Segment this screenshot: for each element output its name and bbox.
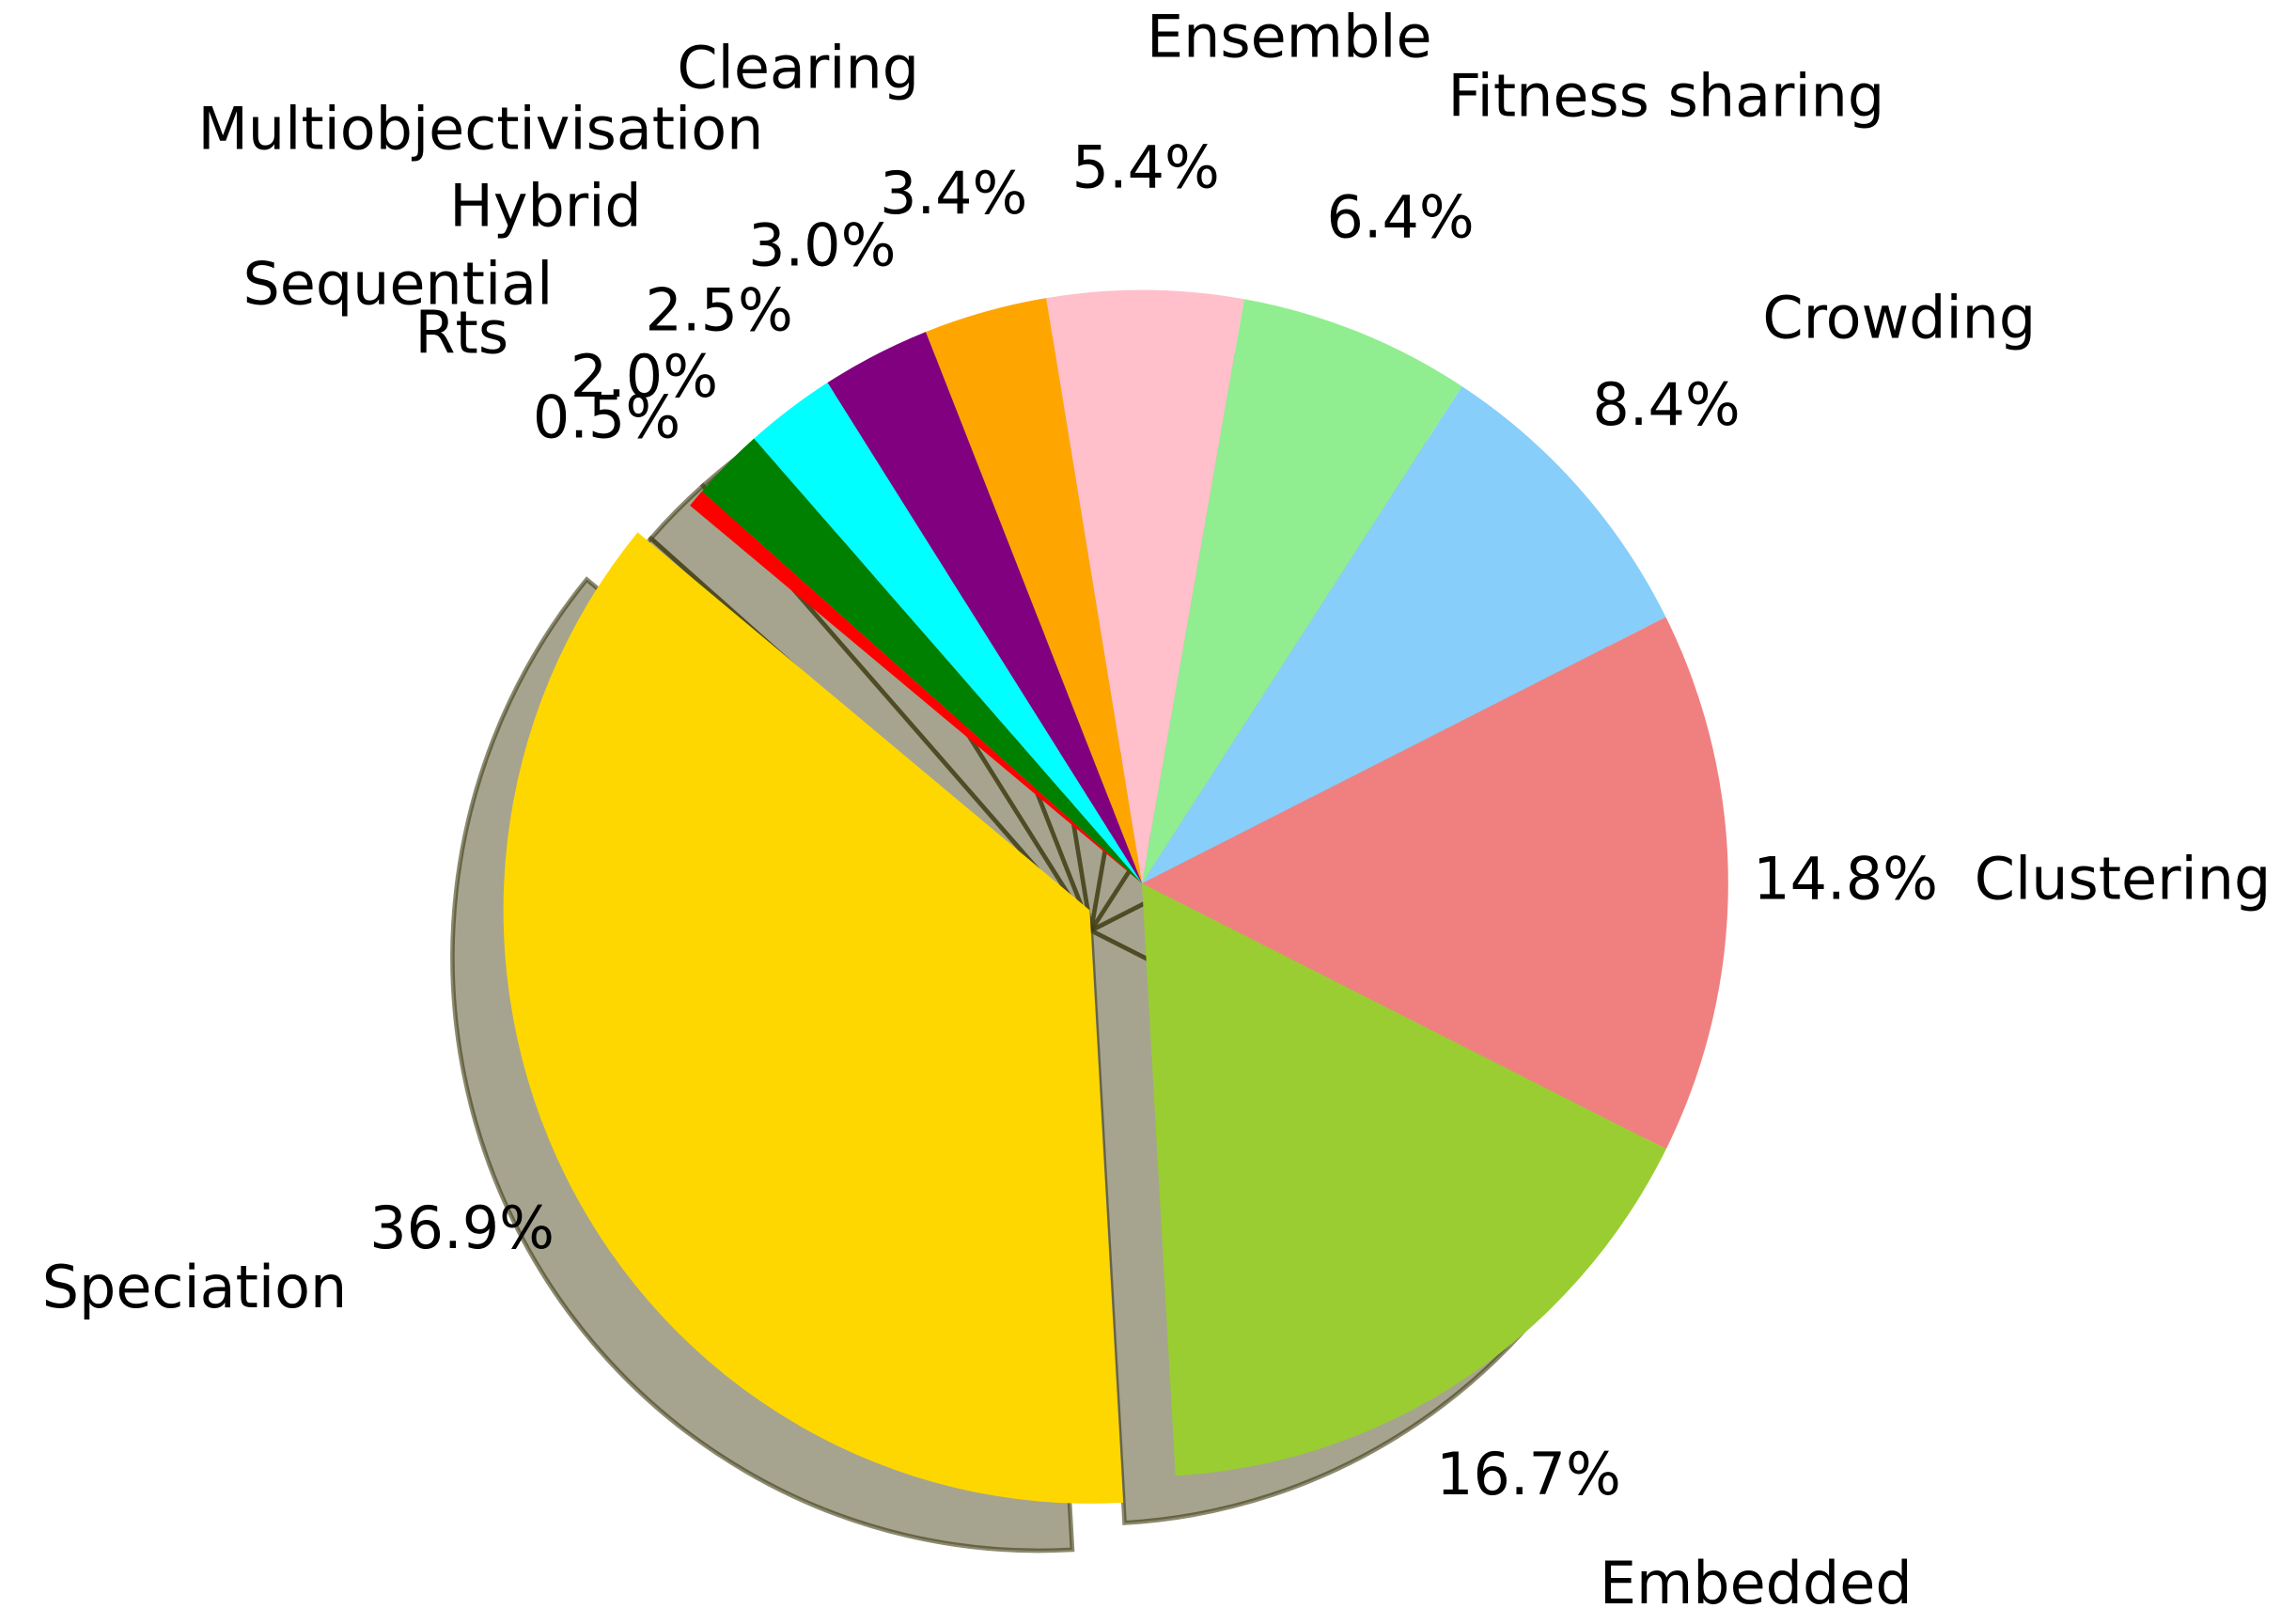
wedge xyxy=(926,298,1143,883)
wedge xyxy=(1046,289,1244,883)
percent-label: 16.7% xyxy=(1436,1440,1621,1508)
percent-label: 3.4% xyxy=(880,159,1027,227)
wedge-label: Embedded xyxy=(1600,1549,1913,1617)
wedge xyxy=(754,383,1143,883)
wedge-label: Speciation xyxy=(42,1252,347,1320)
wedge-label: Clustering xyxy=(1975,844,2271,913)
wedge xyxy=(827,332,1143,883)
label-layer: Clustering 14.8% Crowding 8.4% Fitness shari… xyxy=(42,2,2271,1617)
wedge xyxy=(701,438,1143,883)
wedge-label: Sequential xyxy=(242,249,553,318)
wedge xyxy=(503,532,1124,1504)
wedge xyxy=(1142,882,1666,1476)
percent-label: 5.4% xyxy=(1072,133,1220,201)
wedge xyxy=(690,491,1143,883)
wedge xyxy=(1142,299,1462,883)
wedge-label: Fitness sharing xyxy=(1448,61,1885,130)
percent-label: 2.0% xyxy=(570,341,718,410)
percent-label: 2.5% xyxy=(646,275,793,344)
percent-label: 6.4% xyxy=(1326,182,1474,251)
wedge-label: Rts xyxy=(415,298,509,367)
percent-label: 8.4% xyxy=(1592,370,1740,439)
wedge-label: Multiobjectivisation xyxy=(197,94,763,163)
percent-label: 14.8% xyxy=(1753,844,1938,913)
wedge-label: Clearing xyxy=(677,33,919,102)
wedge xyxy=(1142,385,1666,883)
wedge-label: Crowding xyxy=(1762,283,2036,351)
wedge xyxy=(1142,617,1728,1149)
percent-label: 3.0% xyxy=(748,211,896,279)
percent-label: 36.9% xyxy=(369,1194,555,1262)
percent-label: 0.5% xyxy=(533,383,680,451)
wedge-label: Hybrid xyxy=(449,171,641,240)
wedge-label: Ensemble xyxy=(1147,2,1432,70)
wedge-layer xyxy=(503,289,1728,1504)
